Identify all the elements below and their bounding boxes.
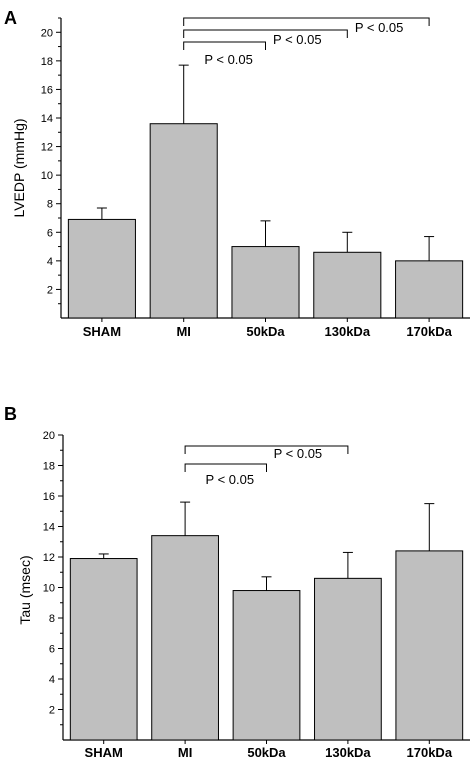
panel-b-y-tick-label: 10: [43, 583, 55, 595]
panel-b-chart: B Tau (msec) 2 4 6 8 10 12 14 16 18 20 SHAM MI 50kDa…: [4, 404, 470, 760]
panel-b-bar-mi: [151, 535, 219, 741]
panel-a-y-tick-label: 4: [47, 256, 53, 268]
panel-b-plot-area: 2 4 6 8 10 12 14 16 18 20 SHAM MI 50kDa 130kDa 170kDa P…: [43, 430, 470, 760]
panel-a-bar-170kda: [395, 260, 464, 319]
panel-a-significance-bracket: [183, 41, 266, 50]
panel-b-y-tick-label: 6: [49, 644, 55, 656]
panel-b-category-label: 50kDa: [247, 745, 286, 760]
panel-a-y-tick-label: 14: [41, 113, 53, 125]
panel-a-bar-130kda: [313, 251, 382, 319]
panel-a-significance-label: P < 0.05: [204, 52, 253, 67]
panel-a-y-tick-label: 16: [41, 84, 53, 96]
panel-b-bar-sham: [69, 558, 138, 741]
panel-a-category-label: 50kDa: [246, 324, 285, 339]
panel-b-significance-bracket: [184, 463, 267, 472]
panel-a-category-label: 170kDa: [406, 324, 452, 339]
panel-a-y-tick-label: 2: [47, 284, 53, 296]
panel-a-significance-label: P < 0.05: [355, 20, 404, 35]
panel-b-significance-bracket: [184, 445, 349, 454]
panel-b-bar-130kda: [314, 577, 382, 741]
panel-b-y-tick-label: 2: [49, 705, 55, 717]
panel-b-y-tick-label: 20: [43, 430, 55, 442]
panel-b-y-tick-label: 14: [43, 522, 55, 534]
panel-a-significance-bracket: [183, 17, 430, 26]
panel-b-bar-50kda: [232, 590, 301, 741]
panel-b-y-axis-title: Tau (msec): [17, 555, 33, 624]
panel-b-letter: B: [4, 404, 17, 424]
panel-b-y-tick-label: 16: [43, 491, 55, 503]
panel-b-category-label: 130kDa: [325, 745, 371, 760]
panel-b-significance-label: P < 0.05: [206, 472, 255, 487]
panel-a-category-label: MI: [176, 324, 190, 339]
panel-a-y-tick-label: 20: [41, 27, 53, 39]
panel-a-y-axis-title: LVEDP (mmHg): [11, 118, 27, 217]
panel-a-category-label: SHAM: [83, 324, 121, 339]
panel-b-y-tick-label: 4: [49, 674, 55, 686]
panel-a-significance-label: P < 0.05: [273, 32, 322, 47]
panel-a-bar-50kda: [231, 246, 300, 319]
panel-a-y-tick-label: 18: [41, 56, 53, 68]
panel-b-significance-label: P < 0.05: [274, 446, 323, 461]
panel-a-bar-sham: [67, 218, 136, 319]
panel-a-chart: A LVEDP (mmHg) 2 4 6 8 10 12 14 16 18 20 SHAM MI 50k…: [4, 8, 470, 339]
panel-a-significance-bracket: [183, 29, 348, 38]
panel-a-category-label: 130kDa: [325, 324, 371, 339]
panel-b-y-tick-label: 18: [43, 461, 55, 473]
panel-a-letter: A: [4, 8, 17, 28]
panel-a-y-tick-label: 10: [41, 170, 53, 182]
panel-b-bar-170kda: [395, 550, 464, 741]
panel-b-category-label: 170kDa: [407, 745, 453, 760]
panel-a-y-tick-label: 8: [47, 199, 53, 211]
panel-a-y-tick-label: 12: [41, 142, 53, 154]
panel-b-y-tick-label: 8: [49, 613, 55, 625]
panel-a-bar-mi: [149, 123, 218, 319]
panel-a-y-tick-label: 6: [47, 227, 53, 239]
panel-b-category-label: SHAM: [85, 745, 123, 760]
panel-b-y-tick-label: 12: [43, 552, 55, 564]
panel-b-category-label: MI: [178, 745, 192, 760]
panel-a-plot-area: 2 4 6 8 10 12 14 16 18 20 SHAM MI 50kDa 130kDa 170kDa P…: [41, 17, 470, 339]
